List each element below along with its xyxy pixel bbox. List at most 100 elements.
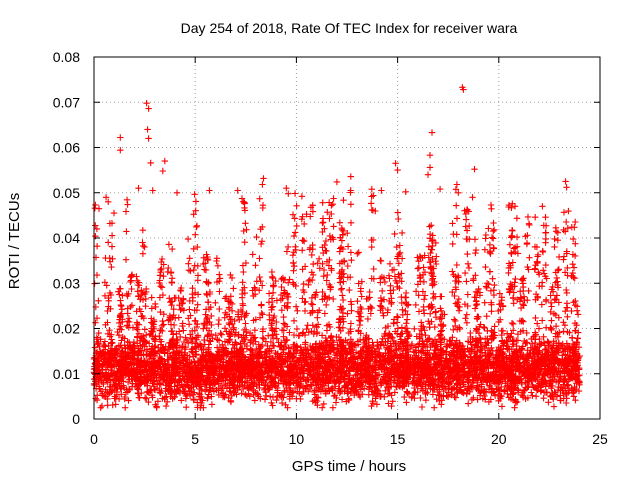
data-point [242, 354, 249, 361]
data-point [560, 360, 567, 367]
data-point [216, 271, 223, 278]
data-point [335, 385, 342, 392]
data-point [229, 374, 236, 382]
data-point [530, 371, 537, 379]
data-point [183, 362, 190, 370]
data-point [102, 366, 110, 373]
data-point [269, 289, 277, 296]
data-point [389, 398, 396, 405]
data-point [101, 292, 109, 299]
data-point [342, 350, 350, 357]
data-point [193, 381, 200, 388]
data-point [197, 383, 205, 390]
data-point [91, 344, 99, 351]
data-point [557, 397, 564, 404]
data-point [219, 377, 227, 384]
data-point [216, 288, 223, 295]
data-point [496, 387, 504, 394]
data-point [225, 394, 232, 402]
data-point [256, 273, 263, 281]
data-point [148, 294, 155, 301]
data-point [114, 384, 121, 392]
data-point [497, 392, 505, 399]
data-point [467, 329, 474, 337]
data-point [194, 368, 201, 375]
data-point [279, 295, 286, 302]
data-point [243, 392, 251, 399]
data-point [105, 239, 112, 246]
data-point [139, 227, 146, 234]
data-point [568, 389, 576, 397]
data-point [198, 387, 205, 394]
data-point [216, 305, 223, 313]
data-point [251, 327, 259, 334]
data-point [392, 328, 399, 335]
data-point [482, 389, 490, 396]
data-point [476, 392, 484, 399]
data-point [227, 271, 234, 279]
data-point [136, 394, 143, 401]
data-point [284, 243, 292, 251]
data-point [102, 321, 109, 328]
data-point [197, 402, 205, 409]
data-point [167, 269, 175, 276]
data-point [185, 321, 193, 328]
data-point [278, 307, 285, 314]
data-point [410, 379, 417, 386]
data-point [115, 288, 122, 295]
data-point [178, 397, 185, 404]
data-point [443, 392, 450, 400]
data-point [576, 372, 583, 379]
data-point [411, 395, 418, 402]
data-point [549, 373, 556, 380]
data-point [105, 390, 112, 398]
data-point [320, 400, 327, 408]
data-point [174, 382, 181, 389]
data-point [292, 303, 300, 310]
data-point [341, 384, 349, 391]
data-point [529, 346, 536, 354]
data-point [297, 359, 305, 366]
data-point [345, 396, 352, 404]
data-point [221, 382, 229, 389]
data-point [161, 394, 169, 401]
data-point [280, 320, 287, 327]
data-point [260, 175, 267, 182]
data-point [309, 398, 316, 405]
data-point [242, 367, 249, 374]
data-point [194, 301, 201, 308]
data-point [208, 379, 215, 386]
grid [94, 57, 600, 419]
data-point [372, 354, 379, 361]
data-point [293, 202, 300, 209]
data-point [143, 395, 150, 402]
data-point [417, 394, 424, 402]
data-point [249, 340, 257, 347]
data-point [114, 350, 121, 358]
data-point [280, 380, 287, 387]
data-point [264, 342, 271, 350]
data-point [92, 361, 99, 368]
data-point [318, 376, 325, 384]
data-point [438, 397, 445, 404]
data-point [315, 381, 322, 388]
data-point [544, 349, 551, 356]
data-point [207, 386, 214, 394]
data-point [563, 399, 570, 407]
data-point [192, 231, 199, 238]
data-point [126, 385, 133, 393]
data-point [392, 383, 400, 390]
data-point [215, 380, 223, 387]
data-point [292, 368, 300, 376]
data-point [242, 220, 249, 227]
data-point [133, 373, 140, 381]
data-point [418, 385, 425, 392]
data-point [378, 338, 386, 345]
data-point [294, 388, 301, 395]
data-point [107, 376, 114, 383]
data-point [185, 260, 192, 267]
data-point [122, 404, 129, 411]
data-points [90, 84, 583, 411]
data-point [233, 391, 240, 398]
data-point [281, 358, 288, 366]
